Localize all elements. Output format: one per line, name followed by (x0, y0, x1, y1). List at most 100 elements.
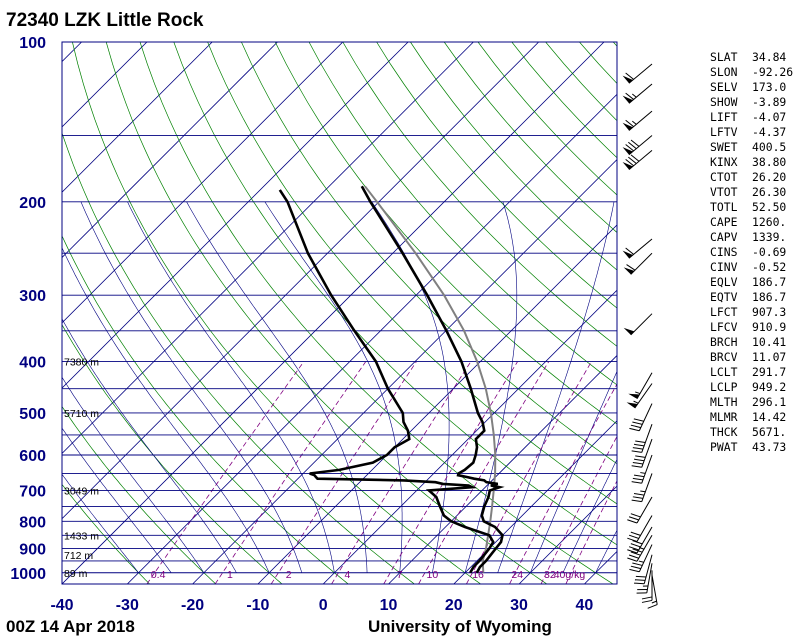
index-key: SHOW (710, 95, 738, 109)
index-value: -4.37 (752, 125, 787, 139)
wind-barb (623, 252, 653, 275)
index-value: 1339. (752, 230, 787, 244)
isotherm-line (62, 42, 409, 389)
index-value: -4.07 (752, 110, 787, 124)
pressure-tick-label: 500 (19, 406, 46, 423)
index-key: LCLT (710, 365, 738, 379)
pressure-tick-label: 200 (19, 195, 46, 212)
index-row-lclp: LCLP 949.2 (710, 380, 800, 395)
isotherm-line (192, 159, 617, 584)
index-row-selv: SELV 173.0 (710, 80, 800, 95)
height-label: 7380 m (64, 357, 99, 369)
isotherm-line (62, 42, 82, 63)
moist-adiabat-line (62, 473, 139, 573)
index-value: -92.26 (752, 65, 794, 79)
moist-adiabat-line (186, 201, 368, 573)
height-label: 1433 m (64, 530, 99, 542)
index-key: MLMR (710, 410, 738, 424)
mixing-ratio-line (540, 435, 617, 584)
pressure-tick-label: 100 (19, 35, 46, 52)
index-key: LCLP (710, 380, 738, 394)
dry-adiabat-line (410, 42, 617, 271)
index-key: TOTL (710, 200, 738, 214)
mixing-ratio-line (214, 361, 367, 584)
wind-barb (622, 63, 653, 84)
pressure-tick-label: 300 (19, 288, 46, 305)
index-value: 907.3 (752, 305, 787, 319)
index-row-mlmr: MLMR 14.42 (710, 410, 800, 425)
wind-barb (623, 313, 653, 336)
plot-frame (61, 41, 618, 585)
index-row-kinx: KINX 38.80 (710, 155, 800, 170)
mixing-ratio-line (509, 383, 617, 584)
index-value: -0.69 (752, 245, 787, 259)
pressure-tick-label: 400 (19, 355, 46, 372)
index-key: BRCH (710, 335, 738, 349)
mixing-ratio-label: 24 (511, 569, 523, 581)
dry-adiabat-line (139, 42, 614, 584)
index-row-show: SHOW -3.89 (710, 95, 800, 110)
isotherm-line (62, 42, 539, 520)
index-key: CAPV (710, 230, 738, 244)
isotherm-line (62, 42, 344, 324)
temperature-tick-label: -40 (50, 597, 73, 614)
index-value: 34.84 (752, 50, 787, 64)
wind-barb (626, 383, 653, 409)
index-row-cinv: CINV -0.52 (710, 260, 800, 275)
wind-barb (627, 496, 653, 524)
index-value: 400.5 (752, 140, 787, 154)
pressure-tick-label: 1000 (10, 566, 46, 583)
index-key: SLAT (710, 50, 738, 64)
dry-adiabat-line (342, 42, 617, 347)
index-row-lclt: LCLT 291.7 (710, 365, 800, 380)
mixing-ratio-line (418, 361, 550, 584)
data-source: University of Wyoming (368, 617, 552, 636)
mixing-ratio-line (565, 479, 617, 584)
observation-time: 00Z 14 Apr 2018 (6, 617, 135, 636)
index-row-mlth: MLTH 296.1 (710, 395, 800, 410)
mixing-ratio-line (383, 361, 518, 584)
index-key: SELV (710, 80, 738, 94)
pressure-tick-label: 600 (19, 448, 46, 465)
index-value: 52.50 (752, 200, 787, 214)
mixing-ratio-label: 0.4 (151, 569, 166, 581)
moist-adiabat-line (530, 370, 617, 573)
wind-barb (622, 83, 653, 104)
index-row-lift: LIFT -4.07 (710, 110, 800, 125)
index-row-capv: CAPV 1339. (710, 230, 800, 245)
pressure-tick-label: 700 (19, 484, 46, 501)
moist-adiabat-line (127, 201, 335, 573)
index-row-lfcv: LFCV 910.9 (710, 320, 800, 335)
index-key: SLON (710, 65, 738, 79)
moist-adiabat-line (371, 201, 450, 573)
index-key: LFCT (710, 305, 738, 319)
isotherm-line (127, 93, 617, 584)
mixing-ratio-label: 10 (427, 569, 439, 581)
mixing-ratio-label: 1 (227, 569, 233, 581)
index-key: LIFT (710, 110, 738, 124)
index-key: CINV (710, 260, 738, 274)
index-value: 14.42 (752, 410, 787, 424)
index-row-cape: CAPE 1260. (710, 215, 800, 230)
dry-adiabat-line (308, 42, 617, 386)
index-row-totl: TOTL 52.50 (710, 200, 800, 215)
moist-adiabat-line (562, 458, 617, 573)
isotherm-line (62, 42, 148, 128)
index-row-eqlv: EQLV 186.7 (710, 275, 800, 290)
dry-adiabat-line (241, 42, 617, 465)
mixing-ratio-label: 2 (286, 569, 292, 581)
index-row-ctot: CTOT 26.20 (710, 170, 800, 185)
wind-barb (622, 238, 653, 259)
index-value: 11.07 (752, 350, 787, 364)
wind-barb (631, 473, 653, 503)
index-value: 949.2 (752, 380, 787, 394)
wind-barb (627, 526, 653, 554)
temperature-tick-label: 20 (445, 597, 463, 614)
mixing-ratio-line (270, 361, 417, 584)
isotherm-line (62, 42, 474, 454)
wind-barb (627, 535, 653, 562)
wind-barb (631, 424, 653, 453)
index-value: -0.52 (752, 260, 787, 274)
isotherm-line (518, 485, 617, 584)
mixing-ratio-line (331, 361, 472, 584)
